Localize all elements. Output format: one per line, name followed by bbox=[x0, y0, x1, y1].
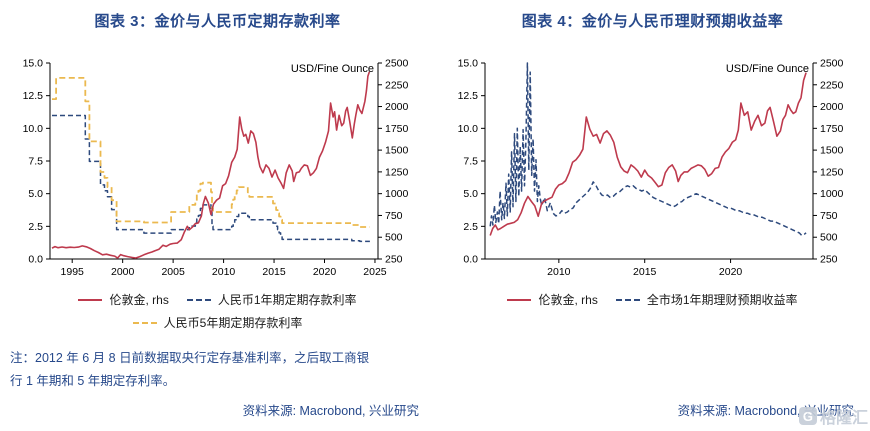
series-wmp-1y-line bbox=[488, 62, 807, 237]
chart-3-plot: 0.0 2.5 5.0 7.5 10.0 12.5 15.0 250 500 750 1000 125… bbox=[22, 58, 409, 279]
note-line-2: 行 1 年期和 5 年期定存利率。 bbox=[10, 373, 176, 388]
svg-text:1500: 1500 bbox=[385, 145, 409, 157]
left-axis-ticks: 0.0 2.5 5.0 7.5 10.0 12.5 15.0 bbox=[22, 58, 50, 266]
legend-item-gold: 伦敦金, rhs bbox=[78, 291, 169, 308]
chart-3-source: 资料来源: Macrobond, 兴业研究 bbox=[242, 404, 419, 418]
chart-3-legend: 伦敦金, rhs 人民币1年期定期存款利率 人民币5年期定期存款利率 bbox=[0, 291, 435, 331]
panel-chart-3: 图表 3：金价与人民币定期存款利率 0.0 2.5 5.0 7.5 10.0 12.5 15… bbox=[0, 13, 435, 418]
svg-text:2250: 2250 bbox=[385, 79, 409, 91]
legend-label-gold: 伦敦金, rhs bbox=[109, 293, 169, 307]
svg-text:2010: 2010 bbox=[547, 266, 571, 278]
left-axis-ticks: 0.0 2.5 5.0 7.5 10.0 12.5 15.0 bbox=[457, 58, 485, 266]
legend-label-deposit-1y: 人民币1年期定期存款利率 bbox=[217, 293, 357, 307]
legend-item-deposit-1y: 人民币1年期定期存款利率 bbox=[186, 291, 357, 308]
legend-key-wmp-1y-line bbox=[615, 298, 640, 301]
svg-text:2005: 2005 bbox=[161, 266, 185, 278]
legend-label-gold: 伦敦金, rhs bbox=[538, 293, 598, 307]
svg-text:500: 500 bbox=[820, 232, 838, 244]
legend-row: 人民币5年期定期存款利率 bbox=[0, 314, 435, 331]
svg-text:12.5: 12.5 bbox=[457, 90, 478, 102]
legend-row: 伦敦金, rhs 全市场1年期理财预期收益率 bbox=[435, 291, 870, 308]
legend-item-gold: 伦敦金, rhs bbox=[507, 291, 598, 308]
svg-text:500: 500 bbox=[385, 232, 403, 244]
series-gold-line bbox=[51, 71, 370, 259]
legend-key-deposit-1y-line bbox=[186, 298, 211, 301]
svg-text:2015: 2015 bbox=[262, 266, 286, 278]
svg-text:1000: 1000 bbox=[385, 188, 409, 200]
right-axis-ticks: 250 500 750 1000 1250 1500 1750 2000 2250 2500 bbox=[812, 58, 844, 266]
svg-text:2250: 2250 bbox=[820, 79, 844, 91]
svg-text:1750: 1750 bbox=[820, 123, 844, 135]
svg-text:1500: 1500 bbox=[820, 145, 844, 157]
x-axis-ticks: 2010 2015 2020 bbox=[547, 259, 742, 278]
panel-chart-4: 图表 4：金价与人民币理财预期收益率 0.0 2.5 5.0 7.5 10.0 12.5 1… bbox=[435, 0, 870, 431]
svg-text:250: 250 bbox=[820, 254, 838, 266]
svg-text:10.0: 10.0 bbox=[22, 123, 43, 135]
x-axis-ticks: 1995 2000 2005 2010 2015 2020 2025 bbox=[60, 259, 386, 278]
svg-text:7.5: 7.5 bbox=[28, 156, 43, 168]
unit-label: USD/Fine Ounce bbox=[725, 63, 808, 75]
svg-text:1750: 1750 bbox=[385, 123, 409, 135]
svg-text:0.0: 0.0 bbox=[463, 254, 478, 266]
right-axis-ticks: 250 500 750 1000 1250 1500 1750 2000 2250 2500 bbox=[377, 58, 409, 266]
legend-item-deposit-5y: 人民币5年期定期存款利率 bbox=[132, 314, 303, 331]
chart-4-legend: 伦敦金, rhs 全市场1年期理财预期收益率 bbox=[435, 291, 870, 308]
svg-text:7.5: 7.5 bbox=[463, 156, 478, 168]
chart-3-title: 图表 3：金价与人民币定期存款利率 bbox=[94, 13, 341, 30]
svg-text:2000: 2000 bbox=[385, 101, 409, 113]
svg-text:2010: 2010 bbox=[211, 266, 235, 278]
svg-text:2020: 2020 bbox=[312, 266, 336, 278]
series-deposit-5y-line bbox=[51, 76, 370, 228]
legend-row: 伦敦金, rhs 人民币1年期定期存款利率 bbox=[0, 291, 435, 308]
legend-label-wmp-1y: 全市场1年期理财预期收益率 bbox=[646, 293, 798, 307]
svg-text:2000: 2000 bbox=[820, 101, 844, 113]
legend-key-deposit-5y-line bbox=[132, 321, 157, 324]
svg-text:2015: 2015 bbox=[633, 266, 657, 278]
svg-text:1250: 1250 bbox=[820, 166, 844, 178]
svg-text:2025: 2025 bbox=[363, 266, 387, 278]
svg-text:2000: 2000 bbox=[110, 266, 134, 278]
unit-label: USD/Fine Ounce bbox=[290, 63, 373, 75]
svg-text:2500: 2500 bbox=[820, 58, 844, 70]
svg-text:10.0: 10.0 bbox=[457, 123, 478, 135]
svg-text:15.0: 15.0 bbox=[22, 58, 43, 70]
chart-4-title: 图表 4：金价与人民币理财预期收益率 bbox=[521, 13, 784, 30]
svg-text:2020: 2020 bbox=[718, 266, 742, 278]
svg-text:2.5: 2.5 bbox=[28, 221, 43, 233]
chart-4-source: 资料来源: Macrobond, 兴业研究 bbox=[677, 404, 854, 418]
svg-text:5.0: 5.0 bbox=[463, 188, 478, 200]
svg-text:2.5: 2.5 bbox=[463, 221, 478, 233]
chart-4-plot: 0.0 2.5 5.0 7.5 10.0 12.5 15.0 250 500 750 1000 125… bbox=[457, 58, 844, 279]
legend-key-gold-line bbox=[78, 298, 103, 301]
legend-item-wmp-1y: 全市场1年期理财预期收益率 bbox=[615, 291, 798, 308]
svg-text:1995: 1995 bbox=[60, 266, 84, 278]
svg-text:1250: 1250 bbox=[385, 166, 409, 178]
svg-text:15.0: 15.0 bbox=[457, 58, 478, 70]
chart-3-note: 注：2012 年 6 月 8 日前数据取央行定存基准利率，之后取工商银 行 1 … bbox=[0, 347, 435, 392]
legend-key-gold-line bbox=[507, 298, 532, 301]
note-line-1: 注：2012 年 6 月 8 日前数据取央行定存基准利率，之后取工商银 bbox=[10, 351, 370, 365]
svg-text:0.0: 0.0 bbox=[28, 254, 43, 266]
svg-text:750: 750 bbox=[385, 210, 403, 222]
svg-text:750: 750 bbox=[820, 210, 838, 222]
svg-text:12.5: 12.5 bbox=[22, 90, 43, 102]
svg-text:5.0: 5.0 bbox=[28, 188, 43, 200]
series-gold-line bbox=[488, 72, 807, 236]
legend-label-deposit-5y: 人民币5年期定期存款利率 bbox=[163, 316, 303, 330]
svg-text:250: 250 bbox=[385, 254, 403, 266]
svg-text:1000: 1000 bbox=[820, 188, 844, 200]
svg-text:2500: 2500 bbox=[385, 58, 409, 70]
series-deposit-1y-line bbox=[51, 114, 370, 243]
